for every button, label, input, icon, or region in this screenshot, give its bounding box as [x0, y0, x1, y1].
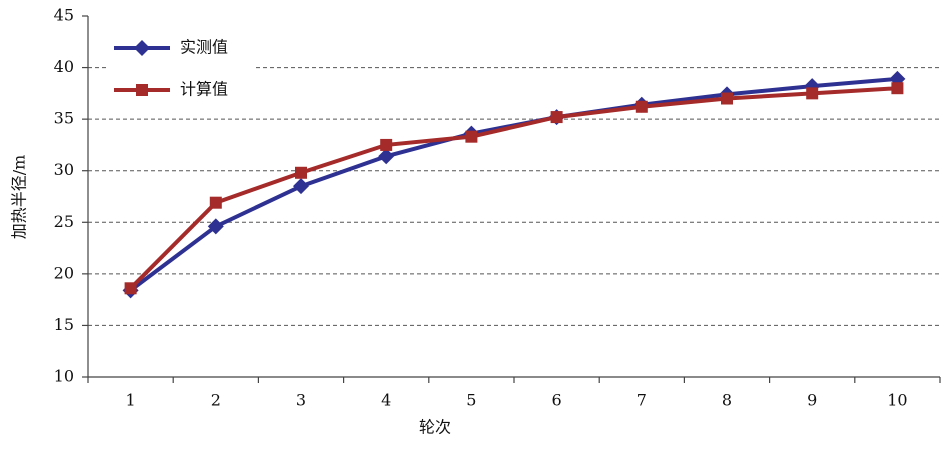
y-axis-label: 加热半径/m [10, 155, 29, 240]
marker [721, 92, 733, 105]
marker [207, 218, 224, 235]
x-tick-label: 4 [381, 391, 391, 410]
series-line [129, 86, 898, 290]
y-tick-label: 35 [54, 109, 74, 128]
x-tick-label: 3 [296, 391, 306, 410]
marker [124, 282, 137, 295]
marker [378, 148, 395, 165]
x-tick-label: 5 [466, 391, 476, 410]
x-tick-label: 1 [126, 391, 136, 410]
marker [550, 111, 563, 124]
marker [295, 166, 307, 179]
legend-label: 计算值 [180, 80, 228, 99]
x-tick-label: 2 [211, 391, 221, 410]
legend-box [106, 30, 256, 108]
legend-label: 实测值 [180, 38, 228, 57]
marker [136, 84, 148, 96]
marker [806, 87, 819, 100]
y-tick-label: 40 [54, 57, 74, 76]
marker [380, 138, 393, 151]
marker [635, 100, 648, 113]
x-tick-label: 7 [637, 391, 647, 410]
y-tick-label: 10 [54, 367, 74, 386]
x-tick-label: 8 [722, 391, 732, 410]
marker [891, 82, 904, 95]
y-tick-label: 20 [54, 263, 74, 282]
x-tick-label: 10 [887, 391, 907, 410]
series-line [129, 76, 898, 292]
x-axis-label: 轮次 [419, 418, 451, 437]
x-tick-label: 9 [807, 391, 817, 410]
x-tick-label: 6 [552, 391, 562, 410]
marker [134, 40, 150, 56]
y-tick-label: 30 [54, 160, 74, 179]
marker [293, 178, 309, 195]
y-tick-label: 25 [54, 212, 74, 231]
y-tick-label: 45 [54, 6, 74, 25]
y-tick-label: 15 [54, 315, 74, 334]
marker [209, 196, 222, 209]
marker [465, 130, 478, 143]
